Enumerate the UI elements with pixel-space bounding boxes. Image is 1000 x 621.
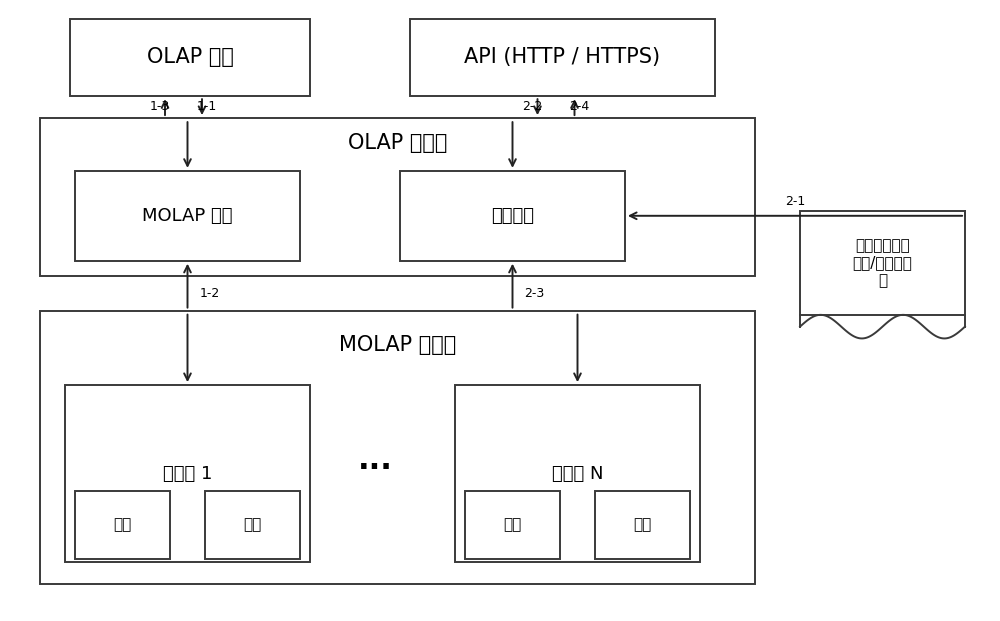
Text: 2-3: 2-3 xyxy=(525,287,545,300)
Text: API (HTTP / HTTPS): API (HTTP / HTTPS) xyxy=(464,47,661,68)
Text: MOLAP 存储器: MOLAP 存储器 xyxy=(339,335,456,355)
Text: ···: ··· xyxy=(358,455,392,483)
Bar xyxy=(70,19,310,96)
Text: 2-2: 2-2 xyxy=(522,100,543,113)
Text: 立方体 N: 立方体 N xyxy=(552,465,603,483)
Bar xyxy=(800,211,965,315)
Text: 数据: 数据 xyxy=(243,517,262,532)
Text: 2-4: 2-4 xyxy=(569,100,590,113)
Text: 重构模块: 重构模块 xyxy=(491,207,534,225)
Text: OLAP 报告: OLAP 报告 xyxy=(147,47,233,68)
Bar xyxy=(205,491,300,559)
Text: 1-2: 1-2 xyxy=(200,287,220,300)
Text: 1-1: 1-1 xyxy=(197,100,217,113)
Bar xyxy=(40,310,755,584)
Text: 模型: 模型 xyxy=(113,517,132,532)
Text: 新立方体的模
型和/或更新数
据: 新立方体的模 型和/或更新数 据 xyxy=(853,238,912,288)
Bar xyxy=(400,171,625,261)
Bar xyxy=(455,385,700,562)
Bar xyxy=(75,171,300,261)
Text: MOLAP 引擎: MOLAP 引擎 xyxy=(142,207,233,225)
Bar xyxy=(465,491,560,559)
Bar xyxy=(595,491,690,559)
Bar xyxy=(75,491,170,559)
Text: 2-1: 2-1 xyxy=(785,196,805,209)
Bar xyxy=(65,385,310,562)
Text: 1-3: 1-3 xyxy=(150,100,170,113)
Text: OLAP 服务器: OLAP 服务器 xyxy=(348,133,447,153)
Bar xyxy=(40,118,755,276)
Text: 模型: 模型 xyxy=(503,517,522,532)
Bar xyxy=(410,19,715,96)
Text: 数据: 数据 xyxy=(633,517,652,532)
Text: 立方体 1: 立方体 1 xyxy=(163,465,212,483)
